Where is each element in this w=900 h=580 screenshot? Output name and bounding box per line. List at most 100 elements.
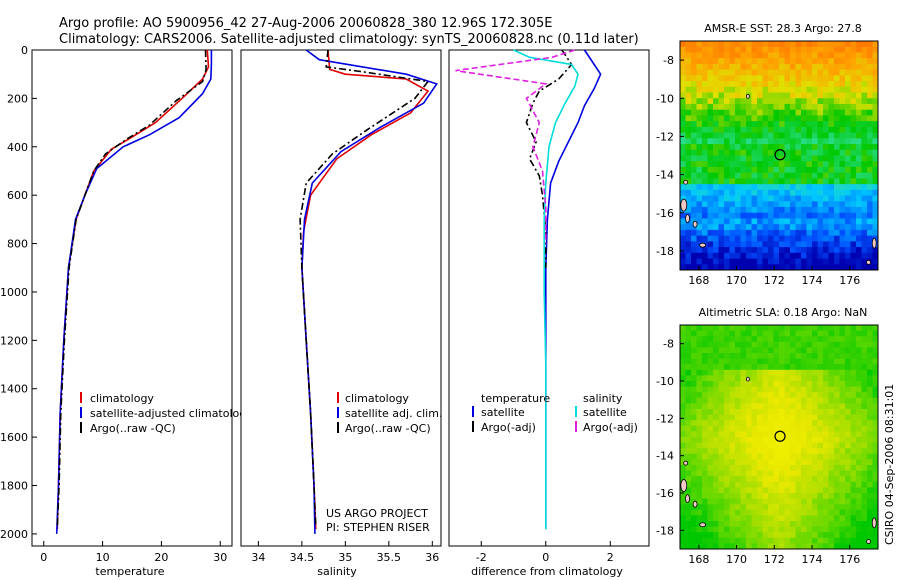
map-cell [713,420,719,427]
map-cell [751,235,758,242]
map-cell [713,144,719,151]
map-cell [718,58,725,65]
map-cell [757,465,763,471]
map-cell [773,498,780,505]
map-cell [773,115,780,122]
map-cell [691,420,697,427]
map-cell [795,330,802,337]
map-cell [768,63,774,71]
map-cell [768,325,774,331]
map-cell [724,526,730,533]
map-cell [735,201,741,208]
map-cell [740,476,747,483]
x-tick-label: 174 [802,553,823,566]
map-cell [718,258,725,265]
map-cell [839,189,846,196]
map-cell [845,144,851,151]
map-cell [801,166,807,174]
map-cell [773,431,780,438]
map-cell [691,161,697,168]
map-cell [729,397,736,404]
map-cell [702,392,708,399]
map-cell [740,347,747,354]
map-cell [806,75,813,82]
map-cell [795,207,802,214]
map-cell [680,358,686,365]
map-cell [779,465,785,471]
map-cell [839,46,846,53]
map-cell [779,448,785,455]
map-cell [740,392,747,399]
map-cell [685,138,692,145]
map-cell [779,358,785,365]
map-cell [779,98,785,105]
map-cell [691,543,697,550]
map-cell [707,532,714,539]
map-cell [779,155,785,162]
salinity-panel: 34 34.5 35 35.5 36 salinity climatology sate… [240,49,442,578]
map-cell [845,414,851,421]
map-cell [713,409,719,415]
map-cell [817,353,824,359]
map-cell [872,409,879,415]
map-cell [834,353,840,359]
map-cell [713,75,719,82]
map-cell [746,448,752,455]
map-cell [751,81,758,88]
map-cell [828,166,835,174]
map-cell [740,448,747,455]
map-cell [740,459,747,466]
map-cell [790,487,796,494]
map-cell [718,52,725,59]
map-cell [696,504,703,511]
x-tick-label: 176 [839,274,860,287]
map-cell [746,465,752,471]
map-cell [746,98,752,105]
map-cell [696,358,703,365]
map-cell [751,86,758,93]
map-cell [773,235,780,242]
map-cell [696,161,703,168]
map-cell [856,358,862,365]
map-cell [801,103,807,111]
map-cell [746,155,752,162]
map-cell [795,409,802,415]
map-cell [702,126,708,134]
map-cell [691,103,697,111]
map-cell [757,353,763,359]
map-cell [691,369,697,376]
map-cell [702,166,708,174]
map-cell [790,166,796,174]
map-cell [834,409,840,415]
map-cell [696,218,703,225]
map-cell [856,224,862,231]
map-cell [872,336,879,343]
map-cell [806,381,813,387]
map-cell [696,341,703,348]
map-cell [740,425,747,432]
map-cell [729,126,736,134]
map-cell [795,229,802,237]
map-cell [872,264,879,271]
map-cell [724,459,730,466]
map-cell [746,161,752,168]
map-cell [801,381,807,387]
map-cell [839,375,846,382]
map-cell [784,465,791,471]
map-cell [861,325,868,331]
map-cell [762,543,769,550]
map-cell [856,86,862,93]
map-cell [828,453,835,460]
map-cell [834,258,840,265]
map-cell [823,46,829,53]
map-cell [790,470,796,477]
map-cell [680,264,686,271]
map-cell [724,465,730,471]
map-cell [768,224,774,231]
map-cell [762,184,769,191]
map-cell [867,161,873,168]
map-cell [713,138,719,145]
map-cell [817,504,824,511]
map-cell [735,437,741,443]
map-cell [828,52,835,59]
